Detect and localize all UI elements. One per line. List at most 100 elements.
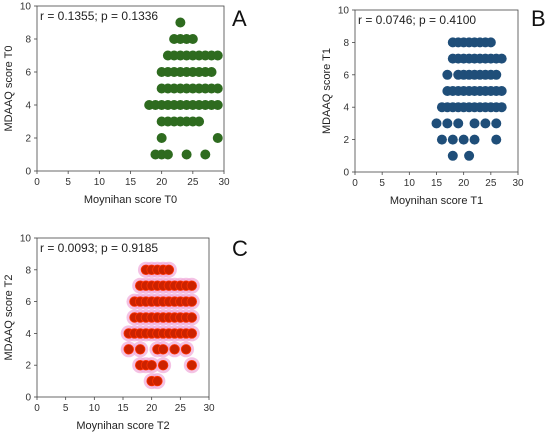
data-point: [162, 149, 173, 160]
data-point: [180, 344, 192, 355]
x-tick-label: 0: [34, 403, 40, 414]
x-tick-label: 25: [175, 403, 187, 414]
data-point: [480, 118, 491, 129]
data-point: [163, 264, 175, 276]
x-axis-label: Moynihan score T1: [390, 195, 483, 207]
data-point: [200, 149, 211, 160]
data-point: [491, 69, 502, 80]
y-tick-label: 8: [343, 38, 349, 49]
data-point: [175, 17, 186, 28]
panel-letter-b: B: [531, 6, 546, 31]
x-tick-label: 10: [94, 177, 106, 188]
x-tick-label: 5: [63, 403, 69, 414]
y-tick-label: 4: [25, 101, 31, 112]
x-tick-label: 10: [89, 403, 101, 414]
x-tick-label: 15: [117, 403, 129, 414]
y-tick-label: 6: [25, 297, 31, 308]
data-point: [157, 360, 169, 371]
data-point: [469, 134, 480, 145]
y-tick-label: 2: [25, 134, 31, 145]
data-point: [496, 86, 507, 96]
x-tick-label: 20: [156, 177, 168, 188]
data-point: [212, 100, 223, 110]
data-point: [458, 134, 469, 145]
data-point: [491, 118, 502, 129]
y-tick-label: 4: [343, 103, 349, 114]
y-axis-label: MDAAQ score T2: [3, 275, 15, 361]
data-point: [194, 116, 205, 127]
data-point: [157, 344, 169, 355]
y-tick-label: 6: [343, 70, 349, 81]
x-tick-label: 20: [458, 178, 470, 189]
x-tick-label: 30: [218, 177, 230, 188]
y-axis-label: MDAAQ score T0: [3, 46, 15, 132]
data-point: [431, 118, 442, 129]
y-tick-label: 4: [25, 329, 31, 340]
y-tick-label: 10: [20, 234, 32, 245]
x-tick-label: 30: [203, 403, 215, 414]
x-tick-label: 15: [431, 178, 443, 189]
data-point: [442, 69, 453, 80]
data-point: [186, 360, 198, 371]
data-point: [169, 344, 180, 355]
y-tick-label: 8: [25, 35, 31, 46]
panel-letter-a: A: [232, 6, 247, 31]
data-point: [464, 150, 475, 161]
y-tick-label: 2: [25, 361, 31, 372]
data-point: [186, 328, 198, 339]
x-tick-label: 20: [146, 403, 158, 414]
y-tick-label: 6: [25, 68, 31, 79]
data-point: [496, 102, 507, 113]
panel-c: C 0 5 10 15 20 25 30 0 2 4 6 8 10 Moynihan score T2 MD…: [3, 234, 248, 433]
data-point: [442, 118, 453, 129]
y-tick-label: 10: [338, 6, 350, 17]
data-point: [496, 53, 507, 64]
data-point: [491, 134, 502, 145]
x-tick-label: 30: [512, 178, 524, 189]
x-tick-label: 5: [65, 177, 71, 188]
data-point: [134, 344, 146, 355]
data-point: [156, 133, 167, 143]
data-point: [212, 50, 223, 61]
x-tick-label: 15: [125, 177, 137, 188]
y-axis-label: MDAAQ score T1: [321, 48, 333, 134]
y-tick-label: 2: [343, 135, 349, 146]
x-axis-label: Moynihan score T2: [76, 420, 169, 432]
x-tick-label: 0: [34, 177, 40, 188]
data-point: [186, 296, 198, 307]
x-tick-label: 25: [485, 178, 497, 189]
panel-a: A 0 5 10 15 20 25 30 0 2 4 6 8 10 Moynihan score T0 MD…: [3, 2, 247, 207]
data-point: [181, 149, 192, 160]
y-tick-label: 0: [343, 168, 349, 179]
data-point: [212, 83, 223, 94]
data-point: [212, 133, 223, 143]
correlation-stats: r = 0.0746; p = 0.4100: [358, 13, 476, 27]
x-tick-label: 10: [404, 178, 416, 189]
panel-letter-c: C: [232, 236, 248, 261]
x-tick-label: 0: [352, 178, 358, 189]
y-tick-label: 0: [25, 167, 31, 178]
correlation-stats: r = 0.0093; p = 0.9185: [40, 241, 158, 255]
data-point: [123, 344, 134, 355]
panel-b: B 0 5 10 15 20 25 30 0 2 4 6 8 10 Moynihan score T1 MD…: [321, 6, 546, 208]
data-point: [206, 67, 217, 77]
data-point: [447, 134, 458, 145]
data-point: [187, 34, 198, 44]
data-point: [485, 37, 496, 48]
x-axis-label: Moynihan score T0: [84, 194, 177, 206]
x-tick-label: 25: [187, 177, 199, 188]
data-point: [447, 150, 458, 161]
data-point: [146, 360, 157, 371]
y-tick-label: 8: [25, 265, 31, 276]
data-point: [186, 312, 198, 323]
data-point: [436, 134, 447, 145]
data-point: [469, 118, 480, 129]
data-point: [453, 118, 464, 129]
y-tick-label: 10: [20, 2, 32, 13]
y-tick-label: 0: [25, 393, 31, 404]
correlation-stats: r = 0.1355; p = 0.1336: [40, 9, 158, 23]
data-point: [186, 280, 198, 291]
data-point: [152, 375, 163, 387]
x-tick-label: 5: [379, 178, 385, 189]
